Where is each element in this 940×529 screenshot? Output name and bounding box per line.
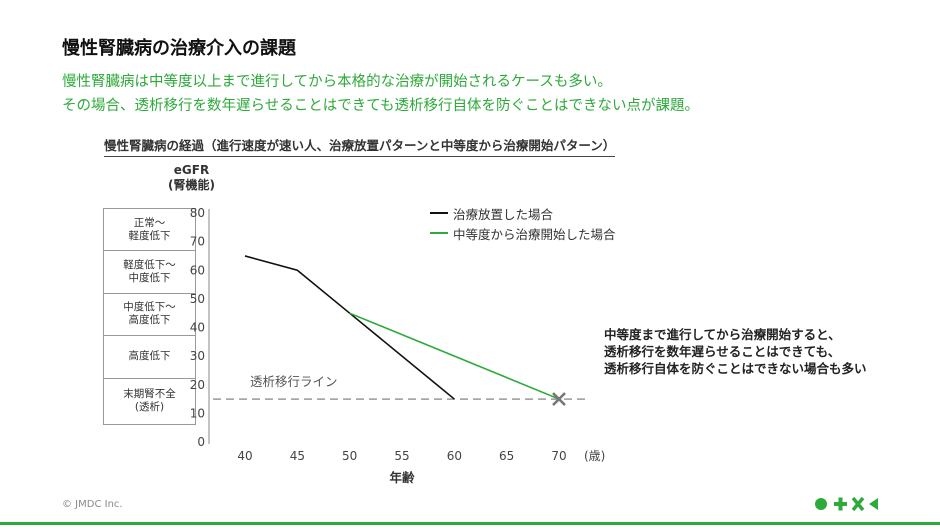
y-tick-label: 10 — [190, 406, 205, 420]
y-tick-label: 40 — [190, 321, 205, 335]
copyright: © JMDC Inc. — [62, 499, 123, 510]
x-unit-label: (歳) — [584, 449, 605, 463]
reference-line-label: 透析移行ライン — [250, 374, 338, 389]
series-line-1 — [244, 255, 455, 400]
x-axis-label: 年齢 — [389, 470, 415, 485]
y-tick-label: 60 — [190, 263, 205, 277]
y-tick-label: 70 — [190, 235, 205, 249]
y-tick-label: 50 — [190, 292, 205, 306]
x-tick-label: 70 — [551, 449, 566, 463]
y-axis-label-line1: eGFR — [173, 163, 210, 177]
legend-swatch-green — [430, 232, 448, 234]
x-tick-label: 45 — [290, 449, 305, 463]
y-tick-label: 80 — [190, 206, 205, 220]
x-tick-label: 65 — [499, 449, 514, 463]
y-tick-label: 30 — [190, 349, 205, 363]
bottom-accent-bar — [0, 522, 940, 525]
series-line-2 — [349, 312, 560, 400]
stage-cell: 正常〜 軽度低下 — [104, 209, 195, 252]
x-tick-label: 50 — [342, 449, 357, 463]
y-tick-label: 20 — [190, 378, 205, 392]
jmdc-logo — [814, 496, 884, 512]
stage-cell: 高度低下 — [104, 336, 195, 379]
stage-cell: 軽度低下〜 中度低下 — [104, 251, 195, 294]
x-tick-label: 40 — [237, 449, 252, 463]
cross-marker-icon — [552, 392, 566, 406]
x-tick-label: 60 — [447, 449, 462, 463]
stage-cell: 中度低下〜 高度低下 — [104, 294, 195, 337]
legend-label: 中等度から治療開始した場合 — [453, 226, 616, 242]
legend-swatch-black — [430, 212, 448, 214]
y-axis-label-line2: (腎機能) — [168, 178, 215, 192]
logo-mark-icon — [815, 496, 878, 512]
y-tick-label: 0 — [197, 435, 205, 449]
chart-legend: 治療放置した場合 中等度から治療開始した場合 — [430, 203, 616, 243]
legend-item: 治療放置した場合 — [430, 203, 616, 223]
legend-item: 中等度から治療開始した場合 — [430, 223, 616, 243]
ckd-stage-table: 正常〜 軽度低下 軽度低下〜 中度低下 中度低下〜 高度低下 高度低下 末期腎不… — [103, 208, 196, 425]
legend-label: 治療放置した場合 — [453, 206, 554, 222]
chart-annotation: 中等度まで進行してから治療開始すると、 透析移行を数年遅らせることはできても、 … — [604, 327, 867, 376]
page-title: 慢性腎臓病の治療介入の課題 — [62, 38, 296, 59]
lead-line-2: その場合、透析移行を数年遅らせることはできても透析移行自体を防ぐことはできない点… — [62, 98, 699, 114]
x-tick-label: 55 — [394, 449, 409, 463]
y-axis-label: eGFR (腎機能) — [168, 163, 215, 193]
stage-cell: 末期腎不全 (透析) — [123, 388, 176, 414]
lead-line-1: 慢性腎臓病は中等度以上まで進行してから本格的な治療が開始されるケースも多い。 — [62, 74, 612, 90]
chart-title: 慢性腎臓病の経過（進行速度が速い人、治療放置パターンと中等度から治療開始パターン… — [104, 135, 616, 157]
